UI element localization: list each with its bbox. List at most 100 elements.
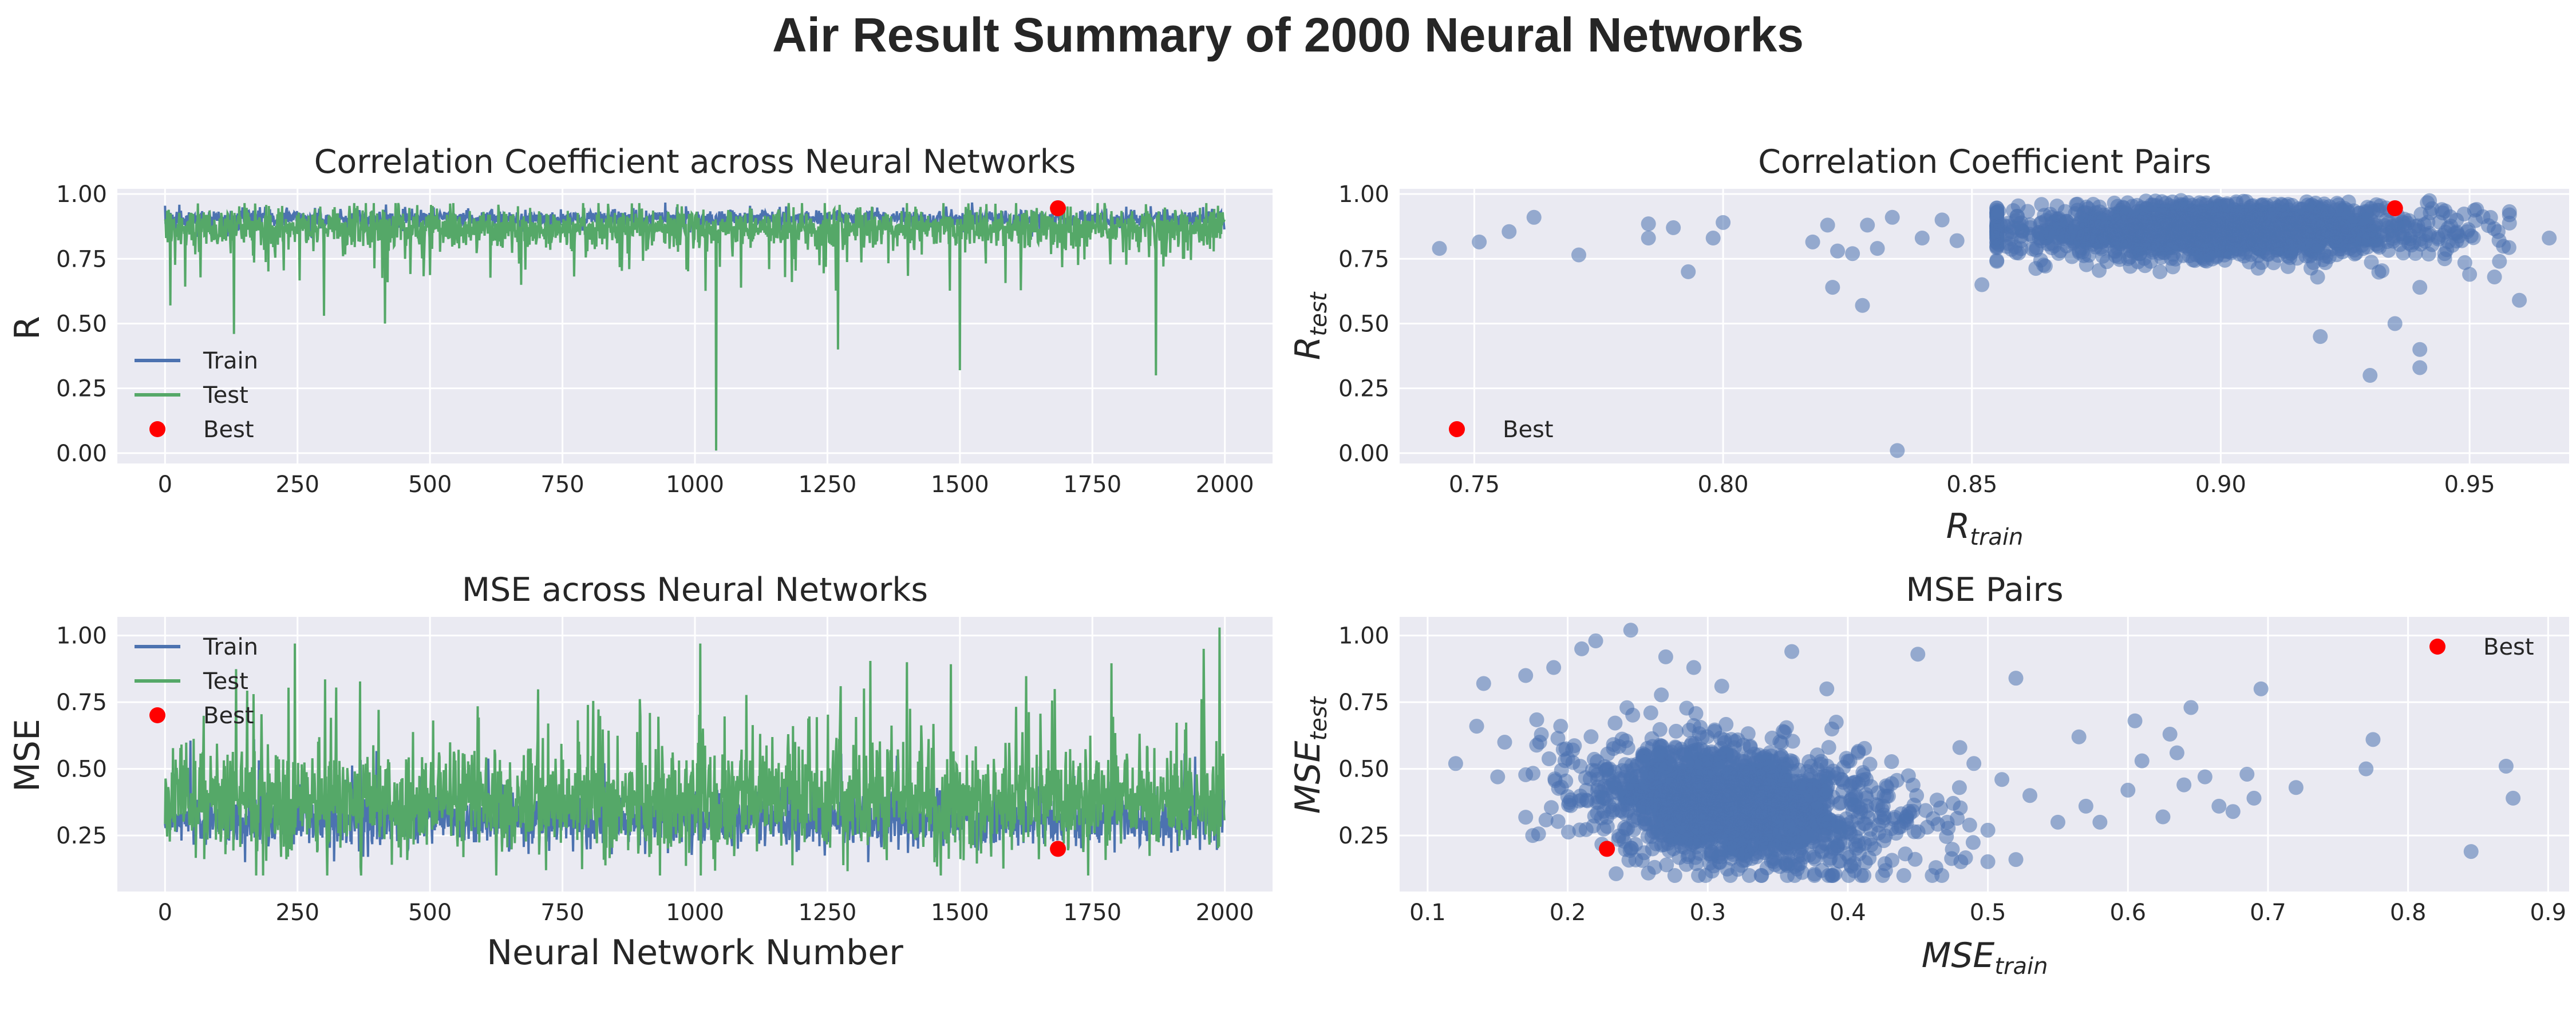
r-pairs-point bbox=[1890, 443, 1905, 458]
r-line-title: Correlation Coefficient across Neural Ne… bbox=[314, 143, 1076, 181]
mse-pairs-point bbox=[1518, 810, 1534, 825]
mse-line-xtick-label: 500 bbox=[408, 900, 452, 926]
r-pairs-point bbox=[2254, 255, 2270, 270]
mse-pairs-point bbox=[1542, 751, 1556, 766]
r-pairs-point bbox=[2410, 218, 2425, 233]
mse-pairs-point bbox=[2246, 790, 2262, 806]
r-pairs-point bbox=[2325, 227, 2340, 243]
mse-pairs-ytick-label: 0.50 bbox=[1338, 756, 1389, 783]
mse-line-ytick-label: 1.00 bbox=[56, 623, 107, 649]
r-pairs-point bbox=[2348, 228, 2363, 243]
mse-line-legend-best-label: Best bbox=[203, 703, 254, 729]
r-pairs-point bbox=[2437, 246, 2452, 262]
mse-pairs-point bbox=[1669, 723, 1684, 739]
mse-pairs-point bbox=[1789, 818, 1804, 834]
mse-line-legend: Train Test Best bbox=[135, 634, 258, 729]
r-pairs-point bbox=[2159, 215, 2174, 231]
r-pairs-point bbox=[2150, 233, 2166, 249]
r-pairs-point bbox=[2457, 255, 2472, 270]
mse-pairs-point bbox=[1476, 676, 1491, 691]
mse-pairs-point bbox=[1572, 822, 1587, 838]
r-pairs-point bbox=[2309, 239, 2324, 254]
r-pairs-point bbox=[2313, 329, 2328, 344]
mse-line-xtick-label: 1000 bbox=[666, 900, 724, 926]
mse-pairs-point bbox=[1958, 850, 1973, 865]
r-pairs-point bbox=[2123, 249, 2138, 265]
mse-pairs-point bbox=[1855, 765, 1871, 780]
r-pairs-xlabel: Rtrain bbox=[1946, 506, 2024, 550]
mse-pairs-point bbox=[2008, 671, 2024, 686]
mse-pairs-point bbox=[1764, 730, 1780, 746]
mse-pairs-point bbox=[1994, 772, 2010, 787]
mse-pairs-ytick-label: 0.25 bbox=[1338, 823, 1389, 849]
r-pairs-point bbox=[2196, 209, 2212, 224]
mse-pairs-point bbox=[1574, 641, 1590, 656]
mse-pairs-point bbox=[1776, 827, 1791, 842]
r-pairs-point bbox=[2008, 239, 2023, 255]
mse-pairs-point bbox=[1889, 772, 1905, 788]
mse-pairs-point bbox=[1726, 748, 1741, 763]
mse-pairs-point bbox=[1618, 806, 1633, 822]
r-pairs-point bbox=[2483, 210, 2498, 225]
r-pairs-point bbox=[2252, 232, 2267, 248]
mse-pairs-point bbox=[1779, 720, 1794, 735]
r-pairs-point bbox=[1472, 234, 1487, 249]
mse-line-xtick-label: 0 bbox=[158, 900, 172, 926]
r-pairs-point bbox=[2294, 231, 2309, 246]
r-pairs-point bbox=[2357, 204, 2373, 219]
r-pairs-point bbox=[2361, 224, 2377, 239]
mse-pairs-point bbox=[1910, 824, 1926, 839]
mse-line-xtick-label: 1750 bbox=[1063, 900, 1121, 926]
r-pairs-point bbox=[2199, 253, 2214, 269]
mse-pairs-point bbox=[1790, 835, 1805, 850]
mse-pairs-point bbox=[1623, 623, 1638, 638]
mse-pairs-point bbox=[1824, 868, 1839, 883]
r-pairs-xtick-label: 0.75 bbox=[1449, 472, 1500, 498]
r-pairs-point bbox=[1949, 233, 1965, 248]
mse-pairs-point bbox=[1626, 822, 1641, 838]
mse-pairs-point bbox=[1658, 805, 1674, 819]
mse-pairs-point bbox=[1862, 850, 1877, 866]
mse-pairs-point bbox=[1712, 754, 1727, 769]
mse-pairs-point bbox=[1767, 792, 1782, 807]
r-line-legend-best-swatch bbox=[149, 421, 165, 437]
mse-pairs-point bbox=[1596, 803, 1611, 819]
mse-pairs-point bbox=[1689, 819, 1705, 835]
mse-pairs-point bbox=[1599, 819, 1615, 834]
r-pairs-point bbox=[2370, 238, 2385, 253]
mse-pairs-point bbox=[1448, 756, 1463, 771]
mse-pairs-point bbox=[1945, 842, 1960, 857]
mse-pairs-ytick-label: 1.00 bbox=[1338, 623, 1389, 649]
r-pairs-point bbox=[1934, 212, 1950, 228]
mse-pairs-point bbox=[1785, 734, 1800, 749]
r-pairs-point bbox=[1855, 298, 1870, 313]
mse-pairs-point bbox=[1876, 833, 1891, 849]
mse-pairs-point bbox=[1901, 768, 1916, 783]
mse-pairs-point bbox=[1722, 765, 1738, 781]
r-pairs-point bbox=[2277, 204, 2292, 220]
mse-pairs-point bbox=[1980, 854, 1996, 869]
mse-pairs-point bbox=[1747, 746, 1762, 762]
r-pairs-point bbox=[2502, 215, 2517, 231]
mse-pairs-ytick-label: 0.75 bbox=[1338, 690, 1389, 716]
mse-pairs-point bbox=[1525, 828, 1540, 843]
mse-pairs-point bbox=[1643, 705, 1658, 720]
r-pairs-point bbox=[2042, 225, 2057, 240]
r-pairs-xtick-label: 0.95 bbox=[2444, 472, 2495, 498]
mse-pairs-point bbox=[1646, 824, 1661, 839]
mse-pairs-point bbox=[1966, 756, 1982, 771]
mse-pairs-xtick-label: 0.3 bbox=[1689, 900, 1726, 926]
r-pairs-point bbox=[2437, 203, 2453, 219]
mse-pairs-point bbox=[1573, 759, 1588, 774]
mse-pairs-point bbox=[1946, 795, 1961, 811]
r-pairs-point bbox=[2118, 231, 2134, 246]
mse-pairs-point bbox=[1469, 719, 1484, 734]
mse-line-test-series bbox=[164, 627, 1226, 876]
mse-pairs-point bbox=[1744, 851, 1759, 866]
mse-pairs-point bbox=[1567, 738, 1582, 754]
mse-pairs-point bbox=[1831, 819, 1846, 834]
mse-pairs-point bbox=[2127, 713, 2143, 728]
r-pairs-point bbox=[2387, 316, 2403, 331]
mse-pairs-point bbox=[1742, 798, 1757, 814]
